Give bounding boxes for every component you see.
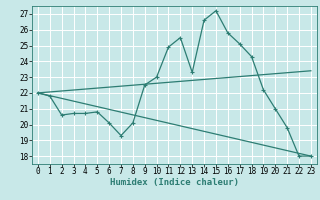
X-axis label: Humidex (Indice chaleur): Humidex (Indice chaleur) [110, 178, 239, 187]
